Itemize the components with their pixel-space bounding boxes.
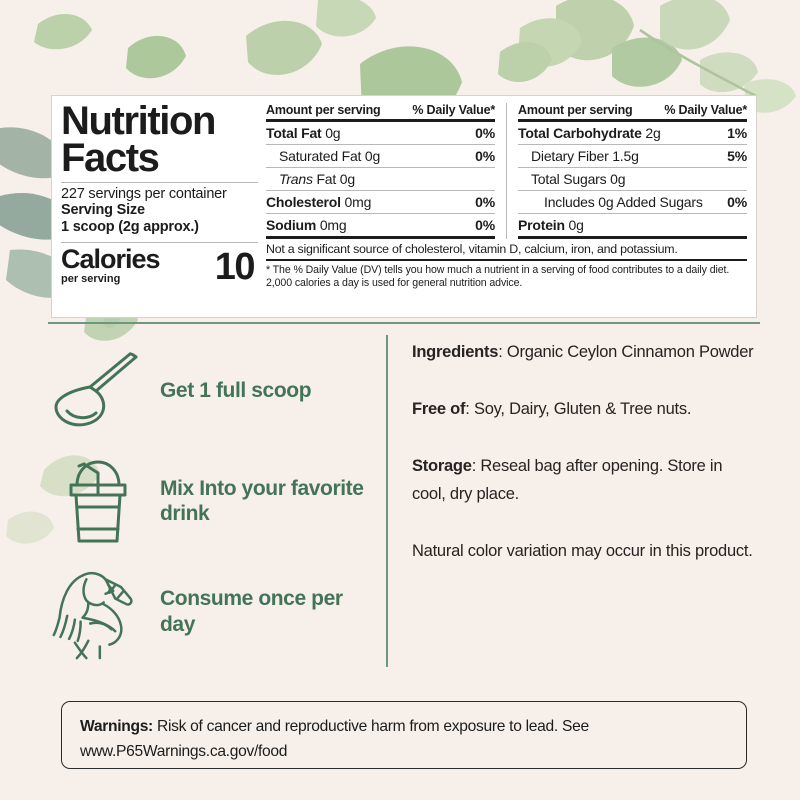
warnings-box: Warnings: Risk of cancer and reproductiv… <box>61 701 747 769</box>
nutrition-title-line2: Facts <box>61 136 160 181</box>
daily-value-header: % Daily Value* <box>664 103 747 117</box>
usage-and-info-section: Get 1 full scoop Mix Into your favorite … <box>48 335 760 667</box>
vertical-divider <box>386 335 388 667</box>
nutrient-row: Dietary Fiber 1.5g 5% <box>518 144 747 167</box>
step-mix-into-drink: Mix Into your favorite drink <box>48 446 378 556</box>
nutrient-row: Total Sugars 0g <box>518 167 747 190</box>
nutrient-name-bold: Total Fat <box>266 125 322 141</box>
nutrient-daily-value: 0% <box>475 194 495 210</box>
step-consume-daily-label: Consume once per day <box>160 587 343 636</box>
usage-steps-list: Get 1 full scoop Mix Into your favorite … <box>48 335 386 667</box>
nutrient-name: Dietary Fiber 1.5g <box>531 148 639 164</box>
nutrient-row: Includes 0g Added Sugars 0% <box>518 190 747 213</box>
info-block-heading: Free of <box>412 400 466 419</box>
nutrition-facts-tables: Amount per serving % Daily Value* Total … <box>266 103 747 311</box>
info-block-body: Reseal bag after opening. Store in cool,… <box>412 457 723 503</box>
nutrition-title-line1: Nutrition <box>61 99 216 143</box>
nutrient-name-italic: Trans <box>279 171 313 187</box>
calories-divider <box>61 241 258 243</box>
nutrient-daily-value: 0% <box>475 148 495 164</box>
nutrient-column-right: Amount per serving % Daily Value* Total … <box>506 103 747 239</box>
nutrient-name: Trans Fat 0g <box>279 171 355 187</box>
nutrient-name: Total Carbohydrate 2g <box>518 125 661 141</box>
serving-size-value: 1 scoop (2g approx.) <box>61 219 199 236</box>
nutrient-row: Protein 0g <box>518 213 747 239</box>
warnings-label: Warnings: <box>80 718 153 735</box>
nutrient-name-bold: Total Carbohydrate <box>518 125 642 141</box>
info-block: Natural color variation may occur in thi… <box>412 538 760 565</box>
nutrient-daily-value: 0% <box>727 194 747 210</box>
nutrient-daily-value: 0% <box>475 125 495 141</box>
info-block-body: Natural color variation may occur in thi… <box>412 541 753 560</box>
nutrient-name: Total Sugars 0g <box>531 171 626 187</box>
info-block-body: Organic Ceylon Cinnamon Powder <box>506 343 754 361</box>
step-consume-daily: Consume once per day <box>48 557 378 667</box>
product-info-list: Ingredients: Organic Ceylon Cinnamon Pow… <box>388 335 760 667</box>
step-get-scoop: Get 1 full scoop <box>48 335 378 445</box>
nutrient-name-bold: Cholesterol <box>266 194 341 210</box>
section-divider <box>48 322 760 324</box>
nutrient-name: Sodium 0mg <box>266 217 347 233</box>
nutrient-row: Sodium 0mg 0% <box>266 213 495 239</box>
nutrient-daily-value: 5% <box>727 148 747 164</box>
nutrient-name-bold: Protein <box>518 217 565 233</box>
daily-value-footnote: * The % Daily Value (DV) tells you how m… <box>266 264 730 290</box>
nutrient-daily-value: 0% <box>475 217 495 233</box>
nutrient-columns: Amount per serving % Daily Value* Total … <box>266 103 747 239</box>
not-significant-source-note: Not a significant source of cholesterol,… <box>266 239 747 261</box>
step-mix-into-drink-label: Mix Into your favorite drink <box>160 476 364 525</box>
step-get-scoop-label: Get 1 full scoop <box>160 378 312 402</box>
nutrient-name: Total Fat 0g <box>266 125 341 141</box>
info-block: Free of: Soy, Dairy, Gluten & Tree nuts. <box>412 400 692 419</box>
page-title: Nutrition Facts <box>61 99 258 181</box>
nutrient-name: Includes 0g Added Sugars <box>544 194 703 210</box>
nutrient-daily-value: 1% <box>727 125 747 141</box>
nutrient-row: Cholesterol 0mg 0% <box>266 190 495 213</box>
nutrient-rows-left: Total Fat 0g 0% Saturated Fat 0g 0% Trans Fa… <box>266 119 495 239</box>
person-drinking-icon <box>48 564 144 660</box>
info-block: Storage: Reseal bag after opening. Store… <box>412 457 723 503</box>
warnings-body: Risk of cancer and reproductive harm fro… <box>80 718 589 761</box>
scoop-icon <box>48 351 144 429</box>
calories-label-group: Calories per serving <box>61 243 161 285</box>
nutrient-name: Saturated Fat 0g <box>279 148 381 164</box>
servings-per-container: 227 servings per container <box>61 182 258 202</box>
serving-size-label: Serving Size <box>61 202 145 219</box>
info-block-heading: Ingredients <box>412 343 499 361</box>
nutrient-name-bold: Sodium <box>266 217 317 233</box>
nutrient-row: Total Carbohydrate 2g 1% <box>518 119 747 144</box>
calories-label: Calories <box>61 243 161 274</box>
nutrient-row: Trans Fat 0g <box>266 167 495 190</box>
nutrition-facts-summary: Nutrition Facts 227 servings per contain… <box>61 99 266 311</box>
nutrient-name: Protein 0g <box>518 217 584 233</box>
info-block-body: Soy, Dairy, Gluten & Tree nuts. <box>473 400 692 419</box>
nutrient-row: Saturated Fat 0g 0% <box>266 144 495 167</box>
nutrition-facts-panel: Nutrition Facts 227 servings per contain… <box>51 95 757 318</box>
smoothie-cup-icon <box>48 455 144 547</box>
amount-per-serving-header: Amount per serving <box>518 103 633 117</box>
nutrient-column-left: Amount per serving % Daily Value* Total … <box>266 103 506 239</box>
calories-sublabel: per serving <box>61 272 121 285</box>
warnings-text: Warnings: Risk of cancer and reproductiv… <box>80 714 728 765</box>
nutrient-name: Cholesterol 0mg <box>266 194 372 210</box>
nutrient-column-left-header: Amount per serving % Daily Value* <box>266 103 495 119</box>
calories-value: 10 <box>214 246 256 289</box>
info-block: Ingredients: Organic Ceylon Cinnamon Pow… <box>412 343 754 361</box>
daily-value-header: % Daily Value* <box>412 103 495 117</box>
nutrient-rows-right: Total Carbohydrate 2g 1% Dietary Fiber 1.5… <box>518 119 747 239</box>
amount-per-serving-header: Amount per serving <box>266 103 381 117</box>
calories-row: Calories per serving 10 <box>61 243 258 289</box>
nutrient-row: Total Fat 0g 0% <box>266 119 495 144</box>
nutrient-column-right-header: Amount per serving % Daily Value* <box>518 103 747 119</box>
info-block-heading: Storage <box>412 457 472 476</box>
